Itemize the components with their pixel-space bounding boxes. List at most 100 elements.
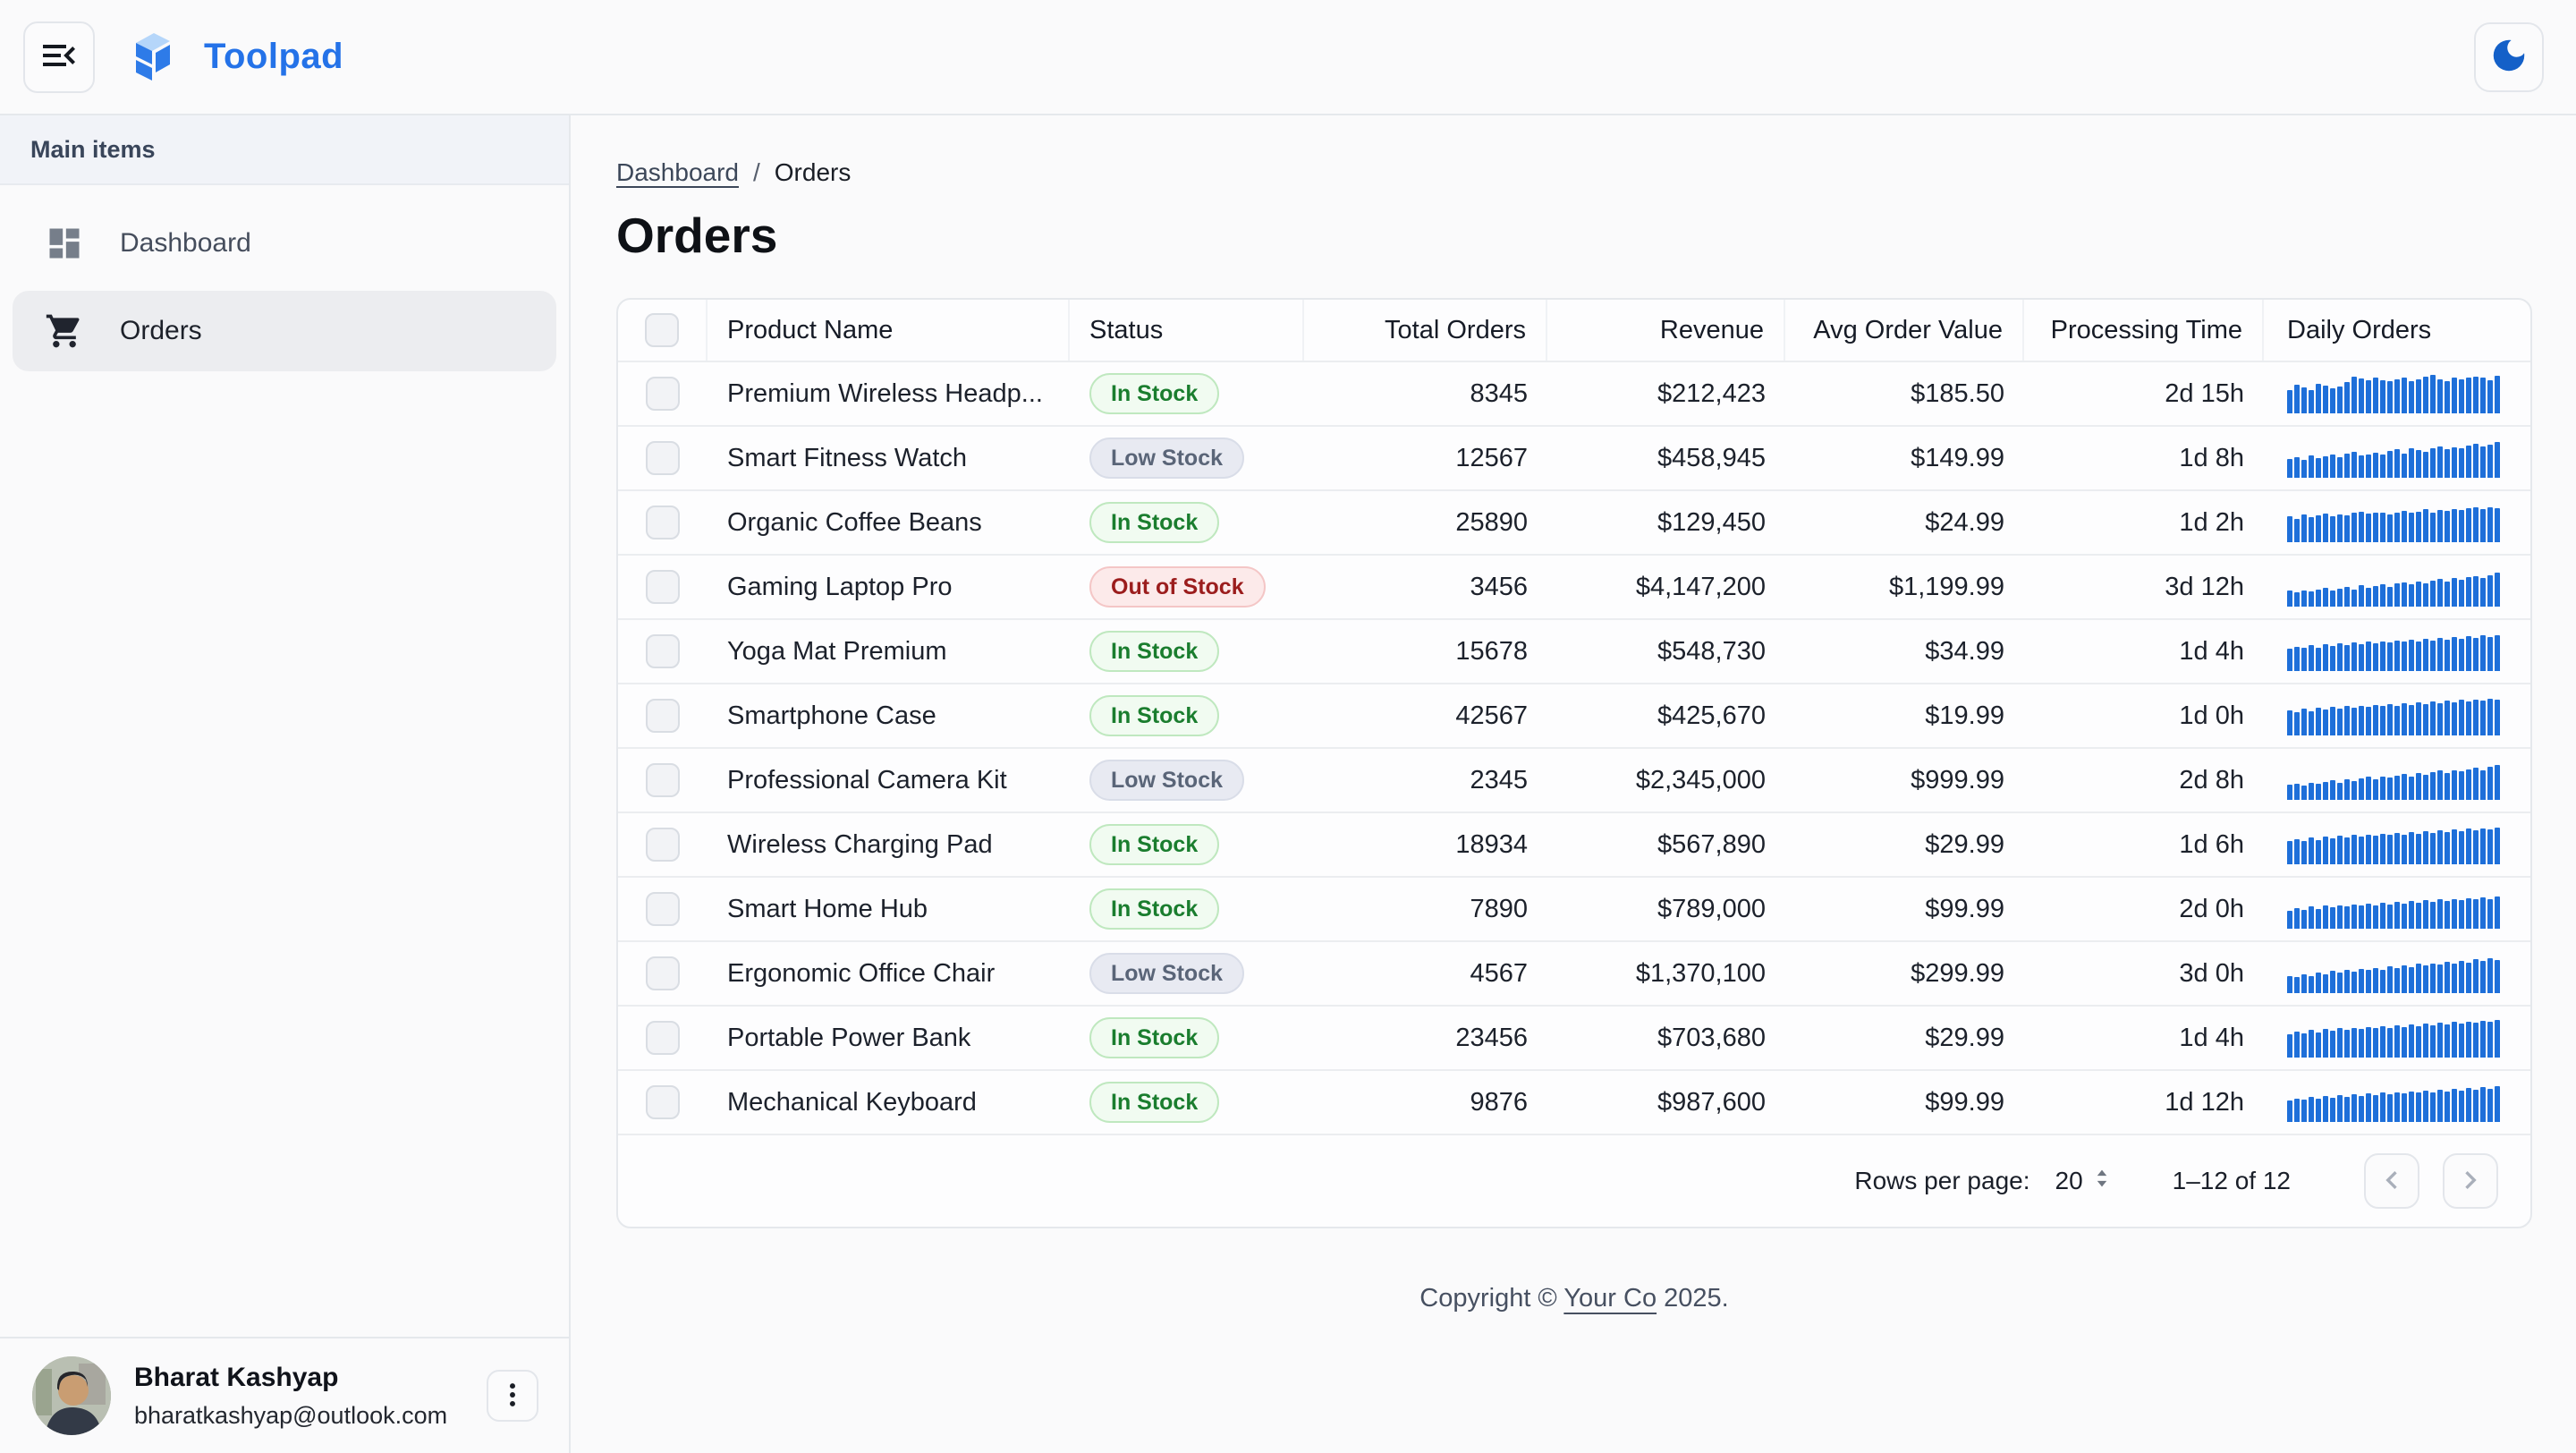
avg-order-value-cell: $185.50 (1911, 378, 2004, 408)
app-bar: Toolpad (0, 0, 2576, 115)
account-menu-button[interactable] (487, 1370, 538, 1422)
daily-orders-cell (2264, 684, 2530, 747)
daily-orders-cell (2264, 620, 2530, 683)
row-checkbox-cell (618, 362, 708, 425)
status-cell: In Stock (1070, 878, 1304, 940)
table-row[interactable]: Wireless Charging Pad In Stock 18934 $56… (618, 811, 2530, 876)
chevron-left-icon (2374, 1162, 2410, 1201)
revenue-cell: $425,670 (1657, 701, 1766, 730)
product-name: Portable Power Bank (727, 1023, 971, 1052)
status-cell: Low Stock (1070, 427, 1304, 489)
row-checkbox[interactable] (646, 1085, 680, 1119)
revenue-cell: $458,945 (1657, 443, 1766, 472)
table-pagination: Rows per page: 20 1–12 of 12 (618, 1134, 2530, 1227)
daily-orders-cell (2264, 1071, 2530, 1134)
brand[interactable]: Toolpad (127, 29, 343, 86)
table-row[interactable]: Portable Power Bank In Stock 23456 $703,… (618, 1005, 2530, 1069)
account-name: Bharat Kashyap (134, 1362, 339, 1392)
account-section: Bharat Kashyap bharatkashyap@outlook.com (0, 1337, 569, 1453)
row-checkbox[interactable] (646, 892, 680, 926)
next-page-button[interactable] (2443, 1153, 2498, 1209)
total-orders-cell: 8345 (1470, 378, 1528, 408)
product-name-cell: Smartphone Case (708, 684, 1070, 747)
product-name: Premium Wireless Headp... (727, 378, 1043, 408)
product-name: Professional Camera Kit (727, 765, 1007, 794)
row-checkbox[interactable] (646, 828, 680, 862)
table-row[interactable]: Professional Camera Kit Low Stock 2345 $… (618, 747, 2530, 811)
avatar (32, 1356, 111, 1435)
product-name-cell: Smart Fitness Watch (708, 427, 1070, 489)
sidebar-collapse-button[interactable] (23, 21, 95, 93)
product-name: Yoga Mat Premium (727, 636, 947, 666)
table-row[interactable]: Yoga Mat Premium In Stock 15678 $548,730… (618, 618, 2530, 683)
row-checkbox-cell (618, 813, 708, 876)
column-header-total-orders[interactable]: Total Orders (1304, 300, 1547, 361)
table-row[interactable]: Smart Fitness Watch Low Stock 12567 $458… (618, 425, 2530, 489)
row-checkbox[interactable] (646, 570, 680, 604)
previous-page-button[interactable] (2364, 1153, 2419, 1209)
table-row[interactable]: Mechanical Keyboard In Stock 9876 $987,6… (618, 1069, 2530, 1134)
row-checkbox-cell (618, 1007, 708, 1069)
total-orders-cell: 23456 (1455, 1023, 1528, 1052)
select-all-checkbox[interactable] (645, 313, 679, 347)
table-row[interactable]: Organic Coffee Beans In Stock 25890 $129… (618, 489, 2530, 554)
moon-icon (2488, 35, 2529, 79)
daily-orders-sparkline (2287, 760, 2500, 800)
table-row[interactable]: Premium Wireless Headp... In Stock 8345 … (618, 361, 2530, 425)
table-row[interactable]: Smart Home Hub In Stock 7890 $789,000 $9… (618, 876, 2530, 940)
row-checkbox[interactable] (646, 956, 680, 990)
total-orders-cell: 18934 (1455, 829, 1528, 859)
row-checkbox-cell (618, 620, 708, 683)
row-checkbox[interactable] (646, 506, 680, 540)
table-row[interactable]: Gaming Laptop Pro Out of Stock 3456 $4,1… (618, 554, 2530, 618)
total-orders-cell: 4567 (1470, 958, 1528, 988)
column-header-revenue[interactable]: Revenue (1547, 300, 1785, 361)
row-checkbox[interactable] (646, 699, 680, 733)
daily-orders-cell (2264, 427, 2530, 489)
avg-order-value-cell: $29.99 (1925, 1023, 2004, 1052)
orders-table: Product Name Status Total Orders Revenue… (616, 298, 2532, 1228)
status-cell: Low Stock (1070, 749, 1304, 811)
avg-order-value-cell: $999.99 (1911, 765, 2004, 794)
dark-mode-toggle-button[interactable] (2474, 21, 2544, 92)
total-orders-cell: 3456 (1470, 572, 1528, 601)
avg-order-value-cell: $99.99 (1925, 1087, 2004, 1117)
row-checkbox[interactable] (646, 441, 680, 475)
row-checkbox[interactable] (646, 634, 680, 668)
status-badge: Low Stock (1089, 760, 1245, 801)
product-name: Smart Fitness Watch (727, 443, 968, 472)
column-header-status[interactable]: Status (1070, 300, 1304, 361)
sidebar-section-label: Main items (30, 135, 156, 163)
row-checkbox[interactable] (646, 763, 680, 797)
sidebar-item-dashboard[interactable]: Dashboard (13, 203, 556, 284)
processing-time-cell: 2d 0h (2179, 894, 2244, 923)
column-header-processing-time[interactable]: Processing Time (2024, 300, 2264, 361)
status-cell: In Stock (1070, 491, 1304, 554)
rows-per-page-select[interactable]: 20 (2055, 1165, 2115, 1198)
sidebar-item-orders[interactable]: Orders (13, 291, 556, 371)
row-checkbox[interactable] (646, 377, 680, 411)
daily-orders-cell (2264, 362, 2530, 425)
avg-order-value-cell: $99.99 (1925, 894, 2004, 923)
row-checkbox-cell (618, 427, 708, 489)
column-header-avg-order-value[interactable]: Avg Order Value (1785, 300, 2024, 361)
status-badge: In Stock (1089, 1082, 1220, 1123)
status-badge: In Stock (1089, 695, 1220, 736)
row-checkbox-cell (618, 684, 708, 747)
avg-order-value-cell: $29.99 (1925, 829, 2004, 859)
chevron-right-icon (2453, 1162, 2488, 1201)
status-cell: Out of Stock (1070, 556, 1304, 618)
table-row[interactable]: Ergonomic Office Chair Low Stock 4567 $1… (618, 940, 2530, 1005)
column-header-daily-orders[interactable]: Daily Orders (2287, 315, 2432, 344)
table-row[interactable]: Smartphone Case In Stock 42567 $425,670 … (618, 683, 2530, 747)
status-badge: In Stock (1089, 888, 1220, 930)
revenue-cell: $212,423 (1657, 378, 1766, 408)
row-checkbox[interactable] (646, 1021, 680, 1055)
column-header-product-name[interactable]: Product Name (708, 300, 1070, 361)
company-link[interactable]: Your Co (1563, 1284, 1657, 1313)
breadcrumb-dashboard-link[interactable]: Dashboard (616, 158, 739, 186)
product-name-cell: Organic Coffee Beans (708, 491, 1070, 554)
row-checkbox-cell (618, 749, 708, 811)
total-orders-cell: 42567 (1455, 701, 1528, 730)
avg-order-value-cell: $299.99 (1911, 958, 2004, 988)
